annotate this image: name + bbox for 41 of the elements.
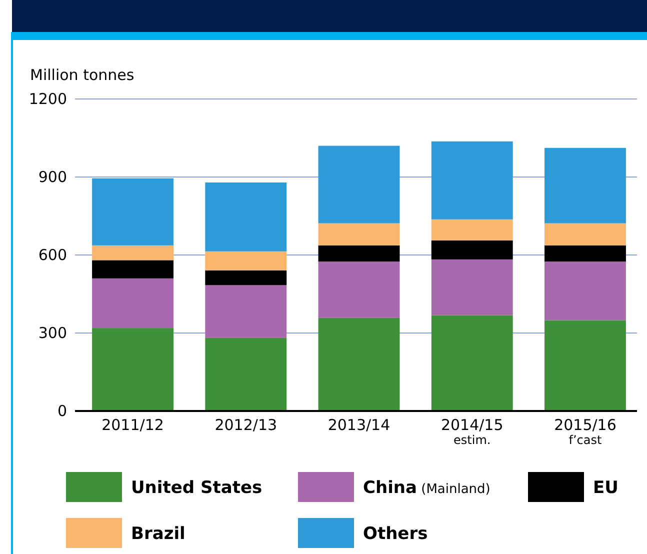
y-tick-label: 900 [38,168,67,186]
bar [544,320,626,411]
legend-label: Brazil [131,524,186,544]
y-tick-label: 1200 [28,90,67,108]
bar [318,245,400,262]
legend-label: United States [131,478,262,498]
bar [544,223,626,246]
bar [205,182,287,252]
bar [431,315,513,411]
bar [544,262,626,320]
bar [92,178,174,246]
bar [205,270,287,286]
bar [544,148,626,224]
legend-label: EU [593,478,618,498]
bar [431,240,513,260]
x-tick-label: 2013/14 [328,416,390,434]
legend-label: Others [363,524,428,544]
bar [92,245,174,260]
bar [318,223,400,246]
bar [431,141,513,220]
bar [318,318,400,411]
bar [431,259,513,316]
x-tick-label: 2014/15 estim. [440,416,504,447]
y-tick-label: 0 [57,402,67,420]
bar [205,285,287,338]
bar [431,219,513,240]
y-tick-label: 300 [38,324,67,342]
bar [92,278,174,328]
bar [92,328,174,411]
x-tick-label: 2012/13 [214,416,278,434]
legend-label: China (Mainland) [363,478,490,498]
x-tick-label: 2011/12 [102,416,164,434]
bar [92,260,174,278]
bar [544,245,626,262]
bar [318,262,400,318]
x-tick-label: 2015/16 f’cast [554,416,616,447]
y-tick-label: 600 [38,246,67,264]
bar [205,338,287,411]
bar [318,146,400,224]
bar [205,251,287,270]
y-axis-title: Million tonnes [30,66,134,84]
